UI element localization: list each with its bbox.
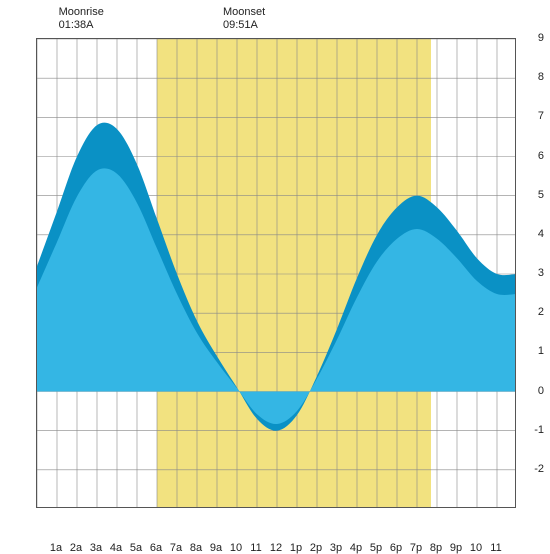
y-tick-label: 1 <box>538 345 544 357</box>
moonset-time: 09:51A <box>223 19 258 31</box>
y-tick-label: 7 <box>538 110 544 122</box>
x-tick-label: 9a <box>210 542 222 554</box>
x-tick-label: 1p <box>290 542 302 554</box>
x-tick-label: 5p <box>370 542 382 554</box>
y-tick-label: 6 <box>538 150 544 162</box>
x-tick-label: 5a <box>130 542 142 554</box>
x-tick-label: 1a <box>50 542 62 554</box>
x-tick-label: 8a <box>190 542 202 554</box>
y-tick-label: -2 <box>534 463 544 475</box>
x-tick-label: 3a <box>90 542 102 554</box>
y-tick-label: -1 <box>534 424 544 436</box>
tide-chart-container: Moonrise 01:38A Moonset 09:51A -2 -1 0 1 2 3 4… <box>0 0 550 550</box>
x-tick-label: 10 <box>470 542 482 554</box>
x-tick-label: 7p <box>410 542 422 554</box>
x-tick-label: 3p <box>330 542 342 554</box>
moonset-title: Moonset <box>223 6 265 18</box>
x-tick-label: 10 <box>230 542 242 554</box>
x-tick-label: 11 <box>250 542 261 554</box>
x-tick-label: 6a <box>150 542 162 554</box>
y-tick-label: 0 <box>538 385 544 397</box>
moonrise-title: Moonrise <box>59 6 104 18</box>
x-tick-label: 4p <box>350 542 362 554</box>
x-tick-label: 6p <box>390 542 402 554</box>
x-tick-label: 2p <box>310 542 322 554</box>
x-tick-label: 2a <box>70 542 82 554</box>
y-tick-label: 5 <box>538 189 544 201</box>
x-tick-label: 7a <box>170 542 182 554</box>
y-tick-label: 2 <box>538 306 544 318</box>
x-tick-label: 9p <box>450 542 462 554</box>
y-tick-label: 4 <box>538 228 544 240</box>
y-tick-label: 8 <box>538 71 544 83</box>
x-tick-label: 8p <box>430 542 442 554</box>
x-tick-label: 4a <box>110 542 122 554</box>
y-tick-label: 3 <box>538 267 544 279</box>
chart-plot-area <box>36 38 516 508</box>
moonrise-time: 01:38A <box>59 19 94 31</box>
x-tick-label: 12 <box>270 542 282 554</box>
y-tick-label: 9 <box>538 32 544 44</box>
x-tick-label: 11 <box>490 542 501 554</box>
chart-svg <box>37 39 516 508</box>
